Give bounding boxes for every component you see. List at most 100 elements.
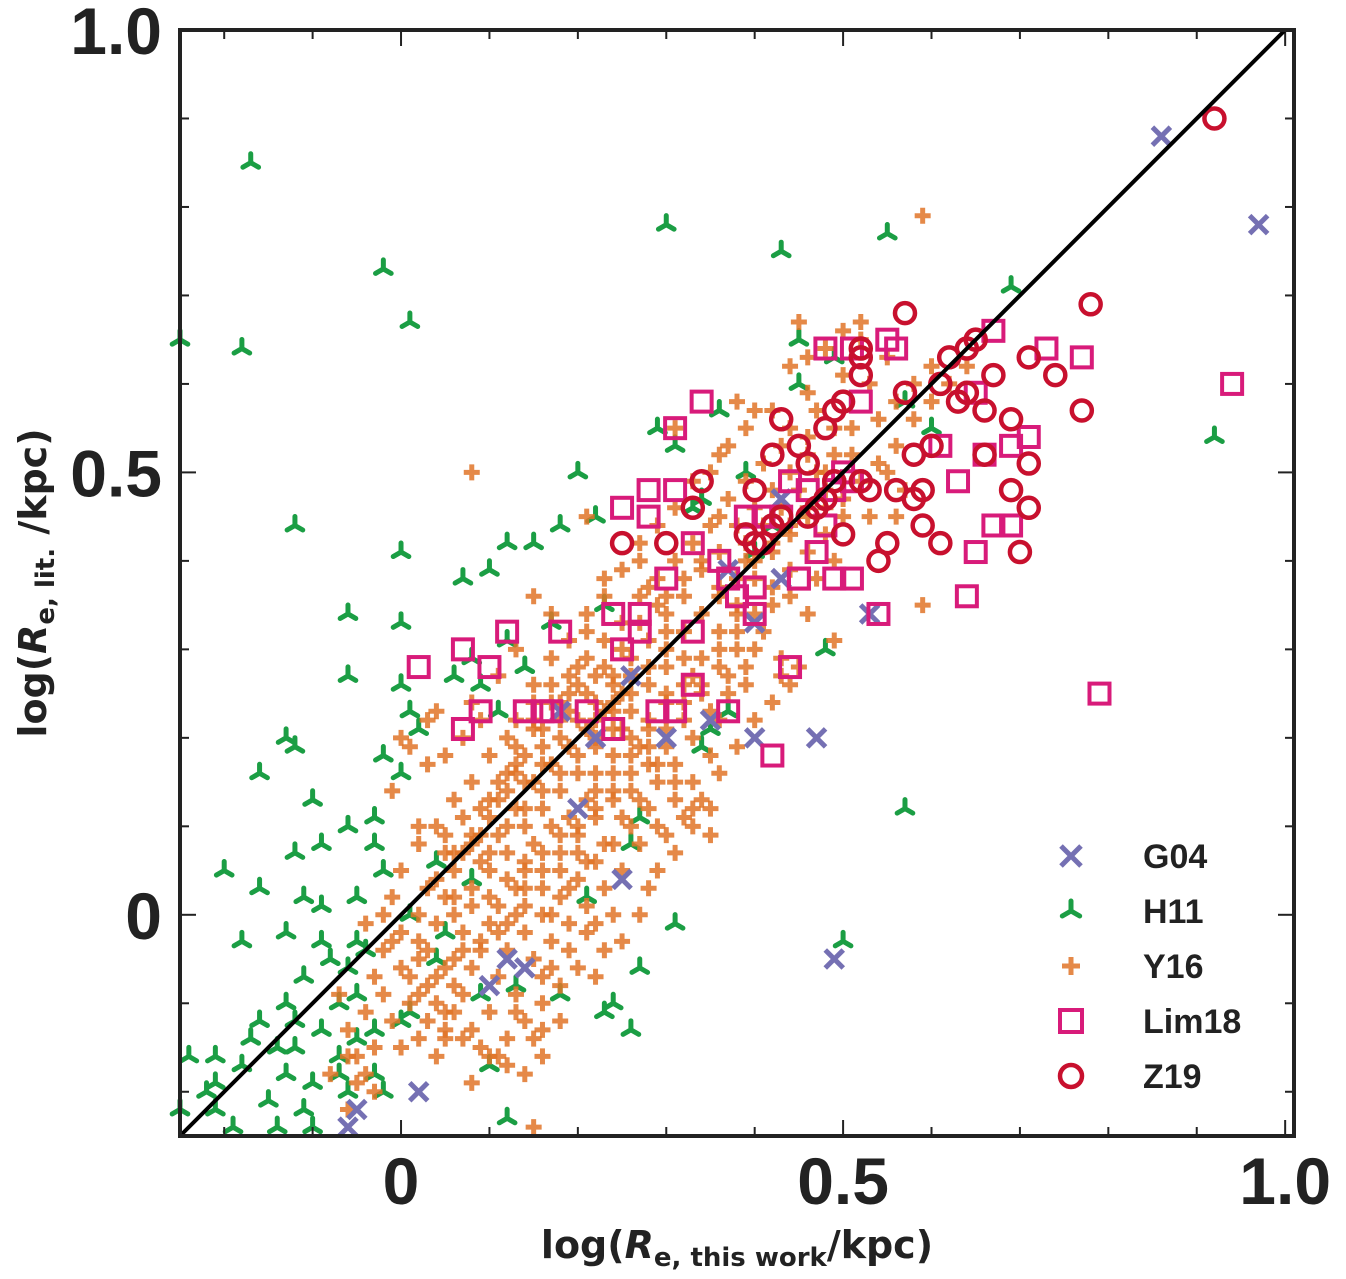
data-point-g04 <box>407 1080 430 1103</box>
data-point-lim18 <box>406 655 431 680</box>
data-point-y16 <box>826 552 843 569</box>
data-point-h11 <box>452 567 474 586</box>
data-point-h11 <box>275 920 297 940</box>
data-point-y16 <box>569 844 586 861</box>
data-point-y16 <box>552 1012 569 1029</box>
data-point-y16 <box>835 322 852 339</box>
data-point-g04 <box>337 1116 359 1138</box>
data-point-lim18 <box>822 566 847 591</box>
data-point-y16 <box>764 694 781 711</box>
data-point-z19 <box>928 530 953 556</box>
data-point-y16 <box>428 995 445 1012</box>
data-point-y16 <box>720 685 737 702</box>
data-point-y16 <box>481 809 498 826</box>
data-point-h11 <box>390 540 412 560</box>
data-point-z19 <box>848 336 874 361</box>
legend-item-g04: G04 <box>1059 838 1207 876</box>
data-point-y16 <box>534 880 551 897</box>
data-point-y16 <box>782 358 799 375</box>
data-point-y16 <box>631 906 648 923</box>
data-point-h11 <box>311 894 332 913</box>
data-point-y16 <box>534 800 551 817</box>
data-point-lim18 <box>689 389 714 414</box>
data-point-y16 <box>835 508 852 525</box>
data-point-y16 <box>835 367 852 384</box>
data-point-h11 <box>205 1044 226 1064</box>
data-point-y16 <box>737 420 754 437</box>
data-point-y16 <box>684 535 701 552</box>
data-point-h11 <box>390 761 412 781</box>
legend-item-z19: Z19 <box>1057 1058 1202 1096</box>
data-point-lim18 <box>627 601 652 626</box>
data-point-y16 <box>649 774 666 791</box>
data-point-y16 <box>499 729 516 746</box>
data-point-h11 <box>346 885 368 905</box>
data-point-h11 <box>240 1027 262 1046</box>
data-point-y16 <box>569 676 586 693</box>
data-point-y16 <box>737 676 754 693</box>
data-point-y16 <box>543 906 560 923</box>
data-point-y16 <box>817 340 834 357</box>
data-point-y16 <box>525 836 542 853</box>
data-point-y16 <box>463 1021 480 1038</box>
data-point-y16 <box>499 844 516 861</box>
data-point-y16 <box>552 889 569 906</box>
data-point-z19 <box>972 442 997 467</box>
y-axis-label: log(Re, lit. /kpc) <box>11 428 61 737</box>
data-point-z19 <box>830 522 856 547</box>
data-point-lim18 <box>680 672 705 697</box>
data-point-h11 <box>576 885 598 905</box>
data-point-y16 <box>410 818 427 835</box>
data-point-g04 <box>611 868 633 891</box>
data-point-y16 <box>419 1012 436 1029</box>
legend-marker-y16 <box>1062 957 1080 975</box>
data-point-y16 <box>454 942 471 959</box>
data-point-y16 <box>534 720 551 737</box>
data-point-y16 <box>446 977 463 994</box>
data-point-y16 <box>552 862 569 879</box>
data-point-z19 <box>813 415 838 441</box>
data-point-y16 <box>675 650 692 667</box>
data-point-y16 <box>507 738 524 755</box>
data-point-y16 <box>640 880 657 897</box>
data-point-g04 <box>655 727 678 749</box>
data-point-y16 <box>516 747 533 764</box>
data-point-y16 <box>667 791 684 808</box>
data-point-y16 <box>888 508 905 525</box>
data-point-h11 <box>311 1018 332 1037</box>
data-point-lim18 <box>707 548 732 573</box>
data-point-y16 <box>720 490 737 507</box>
data-point-y16 <box>702 827 719 844</box>
data-point-h11 <box>346 1027 368 1046</box>
data-point-y16 <box>446 791 463 808</box>
data-point-y16 <box>640 720 657 737</box>
data-point-y16 <box>640 579 657 596</box>
data-point-y16 <box>419 756 436 773</box>
data-point-y16 <box>472 800 489 817</box>
data-point-h11 <box>337 664 359 683</box>
data-point-y16 <box>667 499 684 516</box>
data-point-h11 <box>876 222 898 241</box>
data-point-y16 <box>472 853 489 870</box>
series-z19 <box>609 106 1227 574</box>
series-lim18 <box>406 318 1245 768</box>
data-point-y16 <box>534 738 551 755</box>
legend-label-z19: Z19 <box>1143 1058 1202 1096</box>
data-point-y16 <box>384 782 401 799</box>
data-point-lim18 <box>742 575 767 600</box>
data-point-y16 <box>561 685 578 702</box>
data-point-y16 <box>808 570 825 587</box>
data-point-y16 <box>410 836 427 853</box>
data-point-lim18 <box>733 504 758 529</box>
data-point-z19 <box>945 389 971 414</box>
data-point-y16 <box>481 791 498 808</box>
data-point-y16 <box>799 349 816 366</box>
data-point-y16 <box>790 313 807 330</box>
data-point-y16 <box>516 1066 533 1083</box>
data-point-y16 <box>843 420 860 437</box>
data-point-h11 <box>196 1080 217 1099</box>
data-point-y16 <box>507 906 524 923</box>
data-point-y16 <box>419 712 436 729</box>
data-point-y16 <box>446 889 463 906</box>
